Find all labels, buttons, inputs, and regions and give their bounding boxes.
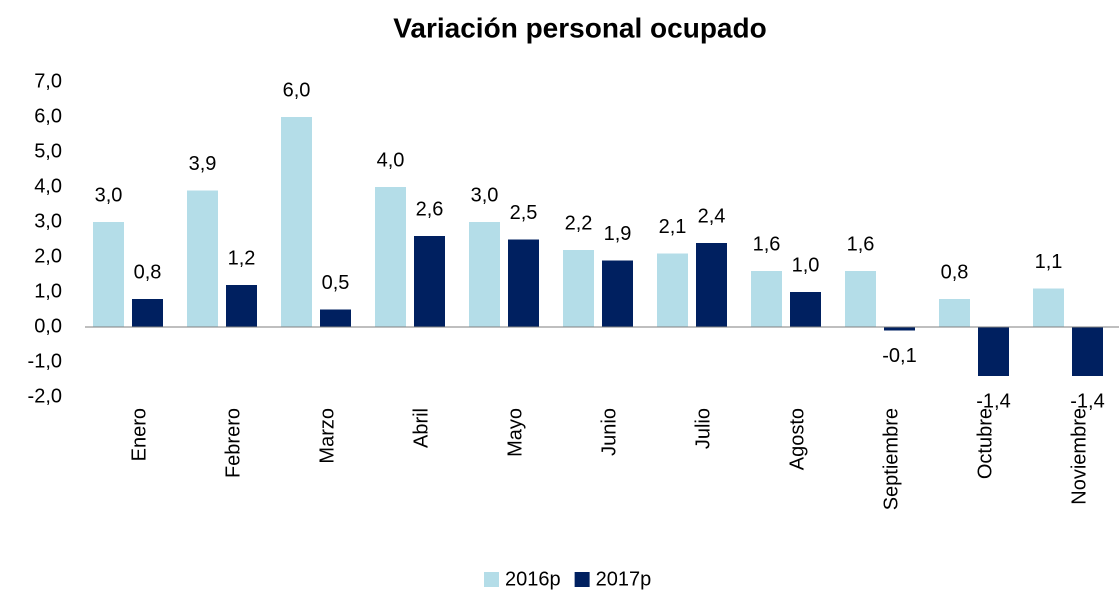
data-label: 1,6 <box>753 233 781 255</box>
data-label: -1,4 <box>976 390 1010 412</box>
data-label: 3,9 <box>189 153 217 175</box>
data-label: 0,8 <box>941 261 969 283</box>
x-tick-label: Abril <box>410 408 432 448</box>
bar <box>978 327 1009 376</box>
data-label: 4,0 <box>377 149 405 171</box>
data-label: 1,9 <box>604 223 632 245</box>
y-tick-label: 5,0 <box>34 140 62 162</box>
legend-swatch <box>574 572 590 587</box>
bar <box>508 239 539 327</box>
x-tick-label: Julio <box>692 408 714 449</box>
legend-label: 2016p <box>505 568 561 590</box>
legend-swatch <box>484 572 499 587</box>
data-label: -1,4 <box>1070 390 1104 412</box>
bar <box>281 117 312 327</box>
data-label: 3,0 <box>471 184 499 206</box>
data-label: -0,1 <box>882 345 916 367</box>
bar <box>845 271 876 327</box>
data-label: 6,0 <box>283 79 311 101</box>
bar <box>884 327 915 331</box>
bar <box>320 309 351 327</box>
bar <box>375 187 406 327</box>
x-tick-label: Febrero <box>222 408 244 478</box>
y-tick-label: 6,0 <box>34 105 62 127</box>
x-tick-label: Noviembre <box>1068 408 1090 505</box>
bar <box>790 292 821 327</box>
bar <box>602 260 633 327</box>
bar <box>751 271 782 327</box>
legend-label: 2017p <box>596 568 652 590</box>
x-tick-label: Septiembre <box>880 408 902 510</box>
bar <box>93 222 124 327</box>
data-label: 2,5 <box>510 202 538 224</box>
y-tick-label: 2,0 <box>34 245 62 267</box>
bar <box>187 190 218 327</box>
y-tick-label: 0,0 <box>34 315 62 337</box>
data-label: 1,6 <box>847 233 875 255</box>
x-tick-label: Agosto <box>786 408 808 470</box>
x-tick-label: Octubre <box>974 408 996 479</box>
y-tick-label: -1,0 <box>28 350 62 372</box>
data-label: 2,6 <box>416 198 444 220</box>
x-tick-label: Marzo <box>316 408 338 464</box>
y-tick-label: 4,0 <box>34 175 62 197</box>
data-label: 1,2 <box>228 247 256 269</box>
data-label: 1,1 <box>1035 251 1063 273</box>
bar <box>469 222 500 327</box>
bar <box>414 236 445 327</box>
bar <box>1072 327 1103 376</box>
y-tick-label: 7,0 <box>34 70 62 92</box>
bar <box>132 299 163 327</box>
x-tick-label: Enero <box>128 408 150 461</box>
data-label: 2,2 <box>565 212 593 234</box>
bar <box>226 285 257 327</box>
data-label: 2,4 <box>698 205 726 227</box>
bar <box>939 299 970 327</box>
x-tick-label: Junio <box>598 408 620 456</box>
bar <box>696 243 727 327</box>
y-tick-label: 1,0 <box>34 280 62 302</box>
data-label: 0,5 <box>322 272 350 294</box>
data-label: 2,1 <box>659 216 687 238</box>
bar <box>657 253 688 327</box>
y-tick-label: 3,0 <box>34 210 62 232</box>
bar <box>563 250 594 327</box>
data-label: 1,0 <box>792 254 820 276</box>
y-tick-label: -2,0 <box>28 385 62 407</box>
bar <box>1033 288 1064 327</box>
data-label: 3,0 <box>95 184 123 206</box>
x-tick-label: Mayo <box>504 408 526 457</box>
chart-title: Variación personal ocupado <box>393 12 766 43</box>
data-label: 0,8 <box>134 261 162 283</box>
